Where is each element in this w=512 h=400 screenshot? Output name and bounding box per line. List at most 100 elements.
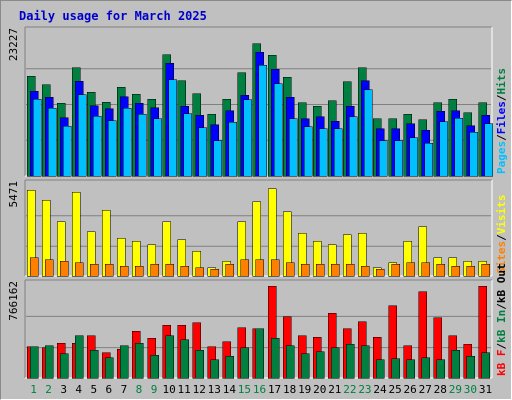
bar-sites-day-2 [44, 259, 54, 277]
bar-kb-in-day-5 [90, 350, 99, 379]
legend-pages: Pages [495, 141, 508, 174]
bar-sites-day-31 [481, 264, 491, 277]
legend-visits: Visits [495, 195, 508, 235]
panel-visits-sites: 5471 Sites/Visits [7, 179, 508, 277]
bar-pages-day-7 [123, 108, 132, 177]
legend-files: Files [495, 101, 508, 134]
bar-pages-day-2 [47, 108, 57, 177]
bar-kb-in-day-26 [406, 359, 415, 379]
bar-kb-in-day-19 [300, 353, 310, 379]
bar-pages-day-8 [138, 114, 147, 177]
x-tick-label: 24 [373, 383, 387, 396]
bar-sites-day-16 [255, 259, 265, 277]
bar-pages-day-15 [243, 99, 253, 177]
bar-pages-day-25 [394, 140, 403, 177]
bar-pages-day-12 [198, 127, 207, 177]
legend-separator: / [495, 303, 508, 310]
x-tick-label: 14 [223, 383, 237, 396]
x-tick-label: 1 [30, 383, 37, 396]
x-tick-label: 20 [313, 383, 326, 396]
legend-hits: Hits [495, 68, 508, 95]
bar-sites-day-12 [195, 267, 204, 277]
x-tick-label: 5 [90, 383, 97, 396]
legend-separator: / [495, 134, 508, 141]
bar-sites-day-21 [331, 264, 340, 277]
bar-kb-in-day-24 [376, 359, 385, 379]
bar-pages-day-14 [228, 122, 238, 177]
bar-pages-day-10 [168, 79, 177, 177]
bar-kb-in-day-8 [135, 342, 144, 379]
bar-sites-day-23 [361, 265, 370, 277]
bar-pages-day-13 [213, 140, 223, 177]
bar-pages-day-26 [409, 137, 418, 177]
x-tick-label: 13 [208, 383, 221, 396]
bar-sites-day-8 [135, 265, 144, 277]
series-visits [26, 188, 488, 277]
bar-kb-in-day-13 [210, 359, 220, 379]
x-tick-label: 11 [178, 383, 191, 396]
series-pages [32, 64, 494, 177]
bar-kb-in-day-9 [150, 354, 159, 379]
y-max-label: 5471 [7, 181, 20, 208]
bar-kb-in-day-7 [120, 345, 129, 379]
x-tick-label: 30 [464, 383, 477, 396]
bar-kb-in-day-2 [44, 345, 54, 379]
legend: kB F/kB In/kB Out [495, 263, 508, 376]
bar-sites-day-25 [391, 264, 400, 277]
x-tick-label: 16 [253, 383, 266, 396]
legend-sites: Sites [495, 241, 508, 274]
bar-sites-day-17 [270, 259, 280, 277]
legend: Pages/Files/Hits [495, 68, 508, 174]
bar-pages-day-1 [32, 98, 42, 177]
bar-sites-day-11 [180, 265, 189, 277]
bar-kb-in-day-3 [59, 353, 69, 379]
bar-kb-in-day-16 [255, 328, 265, 379]
legend-separator: / [495, 94, 508, 101]
bar-kb-in-day-12 [195, 350, 204, 379]
bar-sites-day-4 [74, 262, 84, 277]
series-kb-in [29, 328, 491, 379]
x-tick-label: 28 [434, 383, 447, 396]
bar-kb-in-day-25 [391, 358, 400, 379]
legend-kb-f: kB F [495, 350, 508, 377]
chart-title: Daily usage for March 2025 [19, 9, 207, 23]
x-tick-label: 4 [75, 383, 82, 396]
bar-sites-day-28 [436, 264, 445, 277]
bar-kb-in-day-30 [466, 356, 476, 379]
bar-pages-day-19 [303, 126, 313, 177]
x-tick-label: 3 [60, 383, 67, 396]
bar-pages-day-20 [318, 128, 328, 177]
x-tick-label: 2 [45, 383, 52, 396]
x-tick-label: 23 [358, 383, 371, 396]
bar-kb-in-day-10 [165, 335, 174, 379]
bar-pages-day-22 [349, 116, 358, 177]
x-tick-label: 6 [106, 383, 113, 396]
bar-pages-day-21 [334, 128, 343, 177]
bar-sites-day-7 [120, 265, 129, 277]
x-tick-label: 26 [404, 383, 417, 396]
x-tick-label: 31 [479, 383, 492, 396]
bar-sites-day-1 [29, 257, 39, 277]
bar-kb-in-day-22 [346, 344, 355, 379]
x-tick-label: 9 [151, 383, 158, 396]
bar-pages-day-6 [108, 120, 117, 177]
legend-separator: kB Out [495, 263, 508, 303]
x-tick-label: 17 [268, 383, 281, 396]
bar-pages-day-31 [484, 123, 494, 177]
bar-pages-day-27 [424, 143, 433, 177]
bar-kb-in-day-29 [451, 350, 461, 379]
bar-pages-day-29 [454, 117, 464, 177]
bar-kb-in-day-18 [285, 345, 295, 379]
bar-kb-in-day-11 [180, 339, 189, 379]
x-tick-label: 15 [238, 383, 251, 396]
bar-sites-day-22 [346, 264, 355, 277]
bar-kb-in-day-17 [270, 338, 280, 379]
bar-sites-day-14 [225, 264, 235, 277]
bar-kb-in-day-6 [105, 357, 114, 379]
x-tick-label: 18 [283, 383, 296, 396]
series-sites [29, 257, 491, 277]
bar-pages-day-17 [273, 83, 283, 177]
